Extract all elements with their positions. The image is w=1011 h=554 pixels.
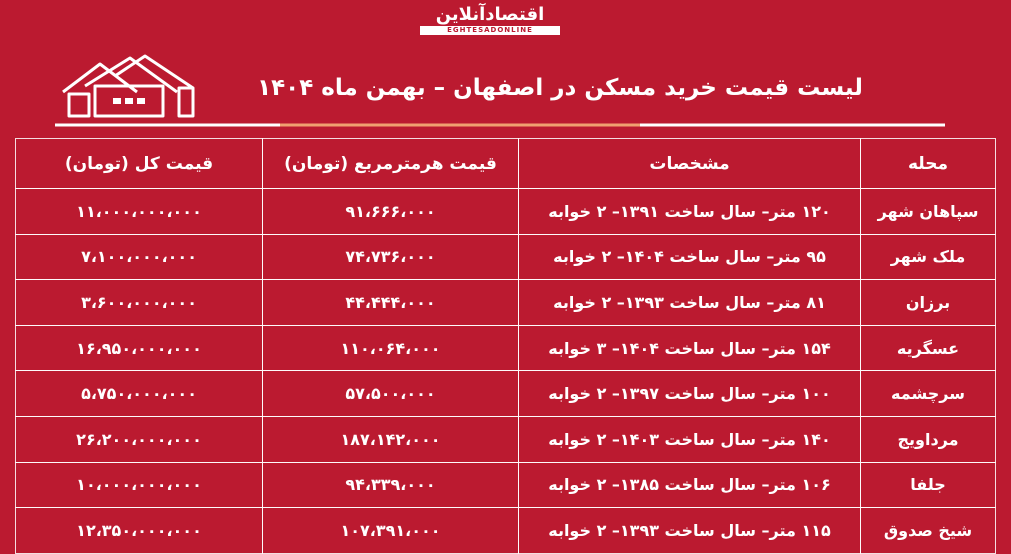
table-cell: ۱۵۴ متر– سال ساخت ۱۴۰۴– ۳ خوابه [518,324,861,372]
table-cell: ۷۴،۷۳۶،۰۰۰ [262,233,519,281]
table-cell: ۵،۷۵۰،۰۰۰،۰۰۰ [15,370,263,417]
logo: اقتصادآنلاین EGHTESADONLINE [420,4,560,35]
column-header: محله [860,138,996,189]
table-cell: عسگریه [860,324,996,372]
table-cell: ۱۰۶ متر– سال ساخت ۱۳۸۵– ۲ خوابه [518,461,861,509]
title: لیست قیمت خرید مسکن در اصفهان – بهمن ماه… [257,75,863,101]
table-cell: ۹۴،۳۳۹،۰۰۰ [262,461,519,509]
table-cell: ۱۰۷،۳۹۱،۰۰۰ [262,507,519,554]
table-cell: ۷،۱۰۰،۰۰۰،۰۰۰ [15,233,263,281]
table-cell: ۱۱۰،۰۶۴،۰۰۰ [262,324,519,372]
table-cell: ۱۲،۳۵۰،۰۰۰،۰۰۰ [15,507,263,554]
table-cell: جلفا [860,461,996,509]
table-cell: ۱۱۵ متر– سال ساخت ۱۳۹۳– ۲ خوابه [518,507,861,554]
table-cell: مرداویج [860,416,996,463]
table-cell: ۱۶،۹۵۰،۰۰۰،۰۰۰ [15,324,263,372]
table-cell: ملک شهر [860,233,996,281]
table-cell: ۱۰،۰۰۰،۰۰۰،۰۰۰ [15,461,263,509]
table-cell: ۱۱،۰۰۰،۰۰۰،۰۰۰ [15,188,263,235]
house-icon [62,54,195,118]
table-cell: برزان [860,279,996,326]
table-cell: ۱۴۰ متر– سال ساخت ۱۴۰۳– ۲ خوابه [518,416,861,463]
logo-latin: EGHTESADONLINE [420,26,560,35]
logo-name: اقتصادآنلاین [435,4,545,25]
table-cell: ۸۱ متر– سال ساخت ۱۳۹۳– ۲ خوابه [518,279,861,326]
title-underline [55,123,945,127]
table-cell: ۳،۶۰۰،۰۰۰،۰۰۰ [15,279,263,326]
table-cell: ۲۶،۲۰۰،۰۰۰،۰۰۰ [15,416,263,463]
column-header: مشخصات [518,138,861,189]
table-cell: سپاهان شهر [860,188,996,235]
table-cell: ۹۵ متر– سال ساخت ۱۴۰۴– ۲ خوابه [518,233,861,281]
column-header: قیمت کل (تومان) [15,138,263,189]
table-cell: ۵۷،۵۰۰،۰۰۰ [262,370,519,417]
table-cell: شیخ صدوق [860,507,996,554]
table-cell: ۱۲۰ متر– سال ساخت ۱۳۹۱– ۲ خوابه [518,188,861,235]
column-header: قیمت هرمترمربع (تومان) [262,138,519,189]
table-cell: ۹۱،۶۶۶،۰۰۰ [262,188,519,235]
table-cell: ۱۸۷،۱۴۲،۰۰۰ [262,416,519,463]
table-cell: ۱۰۰ متر– سال ساخت ۱۳۹۷– ۲ خوابه [518,370,861,417]
table-cell: ۴۴،۴۴۴،۰۰۰ [262,279,519,326]
table-cell: سرچشمه [860,370,996,417]
